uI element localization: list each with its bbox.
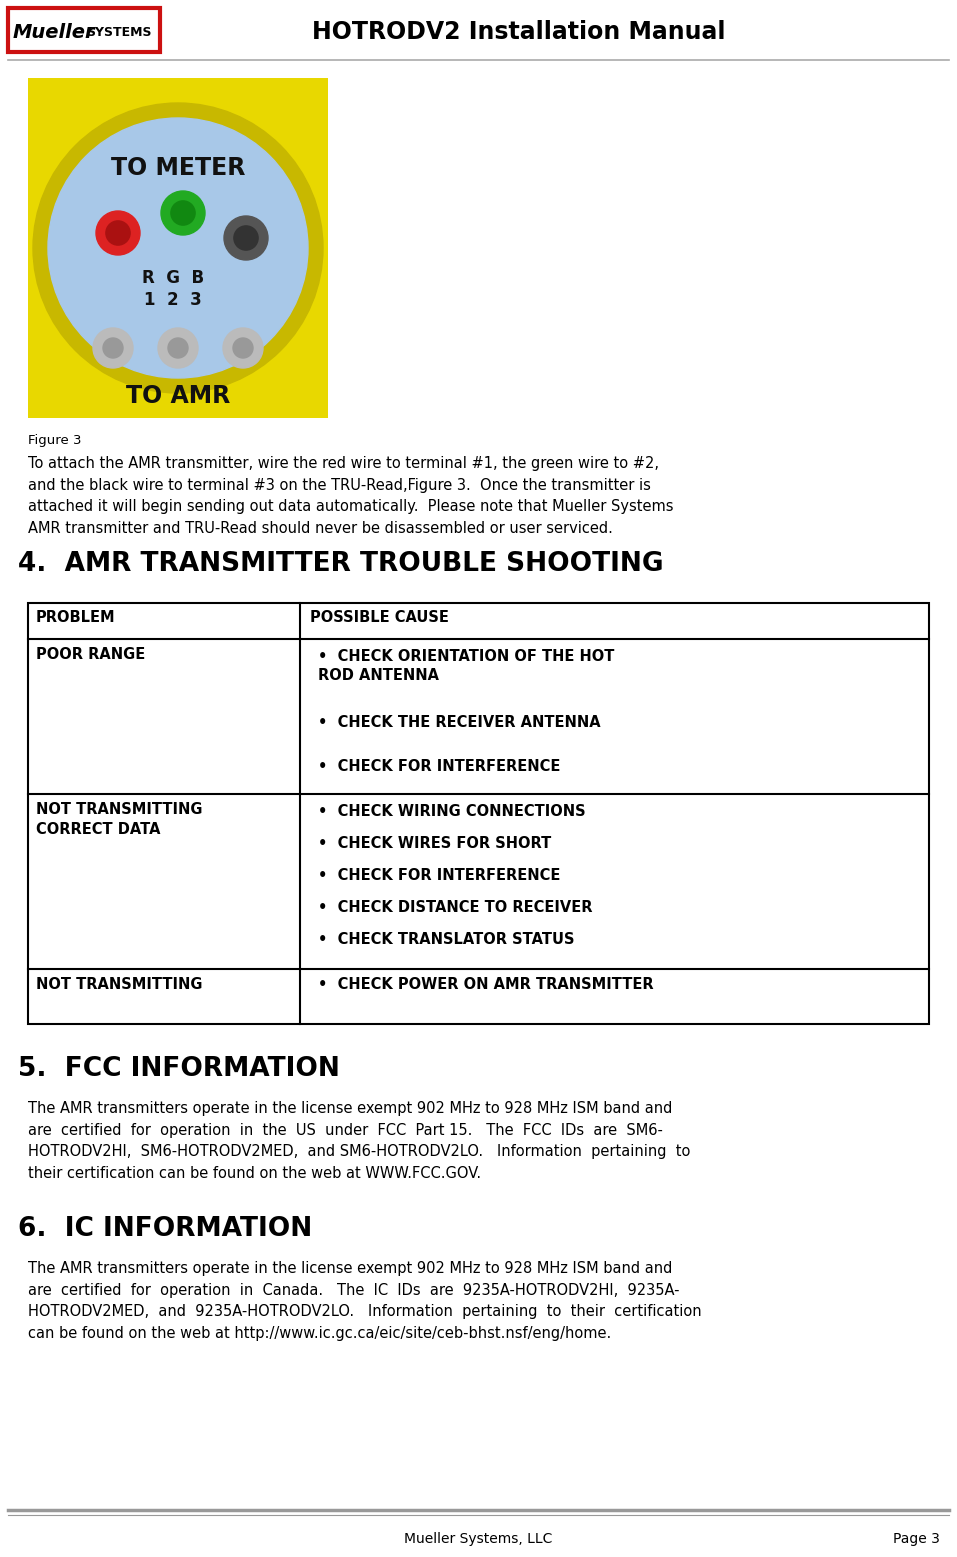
Bar	[28, 603, 929, 1025]
Circle shape	[161, 192, 205, 235]
Circle shape	[171, 201, 195, 226]
Text: POOR RANGE: POOR RANGE	[36, 648, 145, 662]
Text: The AMR transmitters operate in the license exempt 902 MHz to 928 MHz ISM band a: The AMR transmitters operate in the lice…	[28, 1261, 701, 1341]
Text: •  CHECK WIRES FOR SHORT: • CHECK WIRES FOR SHORT	[318, 836, 551, 852]
Circle shape	[48, 118, 308, 378]
Text: 1  2  3: 1 2 3	[145, 291, 202, 308]
Text: •  CHECK DISTANCE TO RECEIVER: • CHECK DISTANCE TO RECEIVER	[318, 900, 592, 916]
Circle shape	[234, 226, 258, 251]
Text: The AMR transmitters operate in the license exempt 902 MHz to 928 MHz ISM band a: The AMR transmitters operate in the lice…	[28, 1101, 690, 1180]
Circle shape	[224, 216, 268, 260]
Circle shape	[93, 329, 133, 367]
FancyBboxPatch shape	[8, 8, 160, 51]
Text: To attach the AMR transmitter, wire the red wire to terminal #1, the green wire : To attach the AMR transmitter, wire the …	[28, 456, 674, 536]
Text: 6.  IC INFORMATION: 6. IC INFORMATION	[18, 1216, 312, 1242]
Text: HOTRODV2 Installation Manual: HOTRODV2 Installation Manual	[312, 20, 725, 44]
Text: •  CHECK TRANSLATOR STATUS: • CHECK TRANSLATOR STATUS	[318, 933, 574, 947]
Text: POSSIBLE CAUSE: POSSIBLE CAUSE	[310, 610, 449, 624]
Text: •  CHECK ORIENTATION OF THE HOT
ROD ANTENNA: • CHECK ORIENTATION OF THE HOT ROD ANTEN…	[318, 649, 614, 682]
Circle shape	[106, 221, 130, 244]
Circle shape	[33, 103, 323, 392]
Circle shape	[223, 329, 263, 367]
Text: •  CHECK WIRING CONNECTIONS: • CHECK WIRING CONNECTIONS	[318, 803, 586, 819]
Bar	[28, 78, 328, 417]
Text: •  CHECK POWER ON AMR TRANSMITTER: • CHECK POWER ON AMR TRANSMITTER	[318, 976, 654, 992]
Text: •  CHECK FOR INTERFERENCE: • CHECK FOR INTERFERENCE	[318, 758, 561, 774]
Text: Page 3: Page 3	[893, 1532, 940, 1546]
Circle shape	[233, 338, 253, 358]
Text: TO METER: TO METER	[111, 156, 245, 181]
Text: NOT TRANSMITTING: NOT TRANSMITTING	[36, 976, 203, 992]
Circle shape	[96, 212, 140, 255]
Text: R  G  B: R G B	[142, 269, 204, 286]
Circle shape	[168, 338, 188, 358]
Text: Mueller: Mueller	[13, 22, 96, 42]
Circle shape	[158, 329, 198, 367]
Text: 5.  FCC INFORMATION: 5. FCC INFORMATION	[18, 1056, 340, 1082]
Text: •  CHECK THE RECEIVER ANTENNA: • CHECK THE RECEIVER ANTENNA	[318, 715, 601, 730]
Circle shape	[103, 338, 123, 358]
Text: SYSTEMS: SYSTEMS	[86, 25, 151, 39]
Text: NOT TRANSMITTING
CORRECT DATA: NOT TRANSMITTING CORRECT DATA	[36, 802, 203, 836]
Text: Mueller Systems, LLC: Mueller Systems, LLC	[404, 1532, 553, 1546]
Text: 4.  AMR TRANSMITTER TROUBLE SHOOTING: 4. AMR TRANSMITTER TROUBLE SHOOTING	[18, 551, 663, 578]
Text: TO AMR: TO AMR	[126, 385, 230, 408]
Text: Figure 3: Figure 3	[28, 434, 81, 447]
Text: •  CHECK FOR INTERFERENCE: • CHECK FOR INTERFERENCE	[318, 867, 561, 883]
Text: PROBLEM: PROBLEM	[36, 610, 116, 624]
